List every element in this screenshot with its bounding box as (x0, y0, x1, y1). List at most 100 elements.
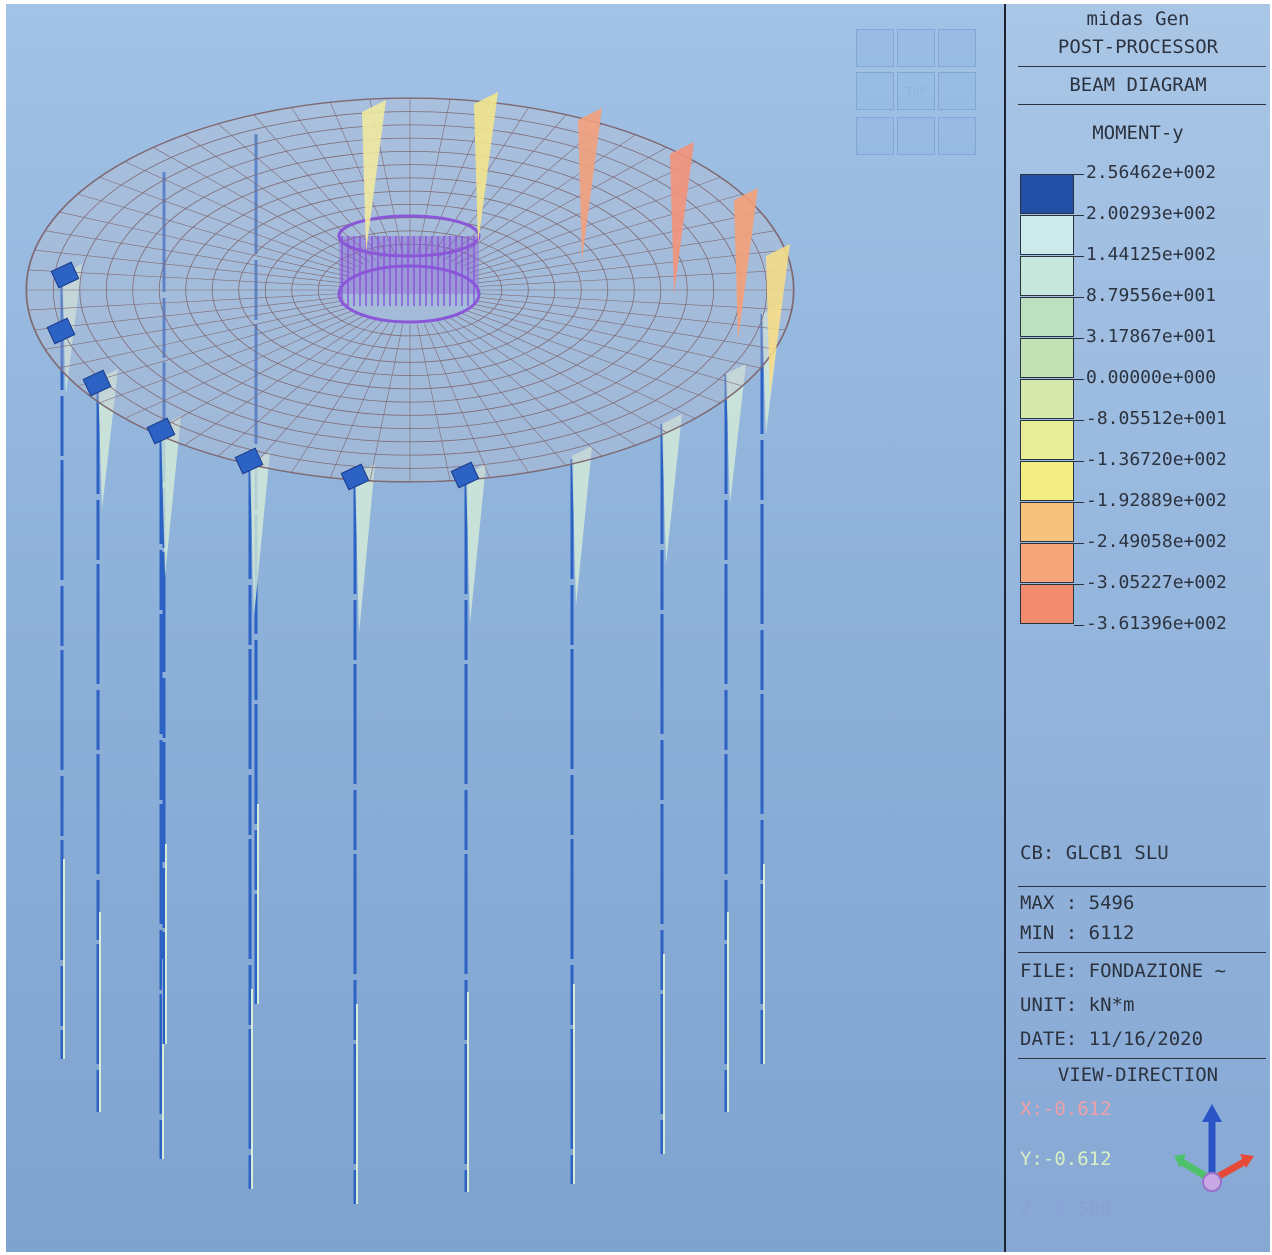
view-cube-icon[interactable]: TOP (846, 24, 986, 164)
view-cube-back[interactable] (897, 117, 935, 155)
mesh-radial (369, 324, 404, 482)
legend-swatch (1020, 215, 1074, 255)
mesh-radial (329, 323, 396, 478)
legend-label: -1.36720e+002 (1086, 449, 1227, 470)
mesh-radial (475, 300, 776, 350)
mesh-radial (291, 322, 389, 473)
view-direction-x: X:-0.612 (1020, 1098, 1112, 1120)
legend-label: -2.49058e+002 (1086, 531, 1227, 552)
mesh-radial (44, 230, 345, 280)
legend-label: 0.00000e+000 (1086, 367, 1217, 388)
mesh-radial (217, 123, 376, 261)
pile-head (146, 417, 176, 445)
mesh-radial (59, 303, 347, 369)
view-direction-y: Y:-0.612 (1020, 1148, 1112, 1170)
legend-tick (1074, 543, 1084, 544)
mesh-radial (77, 306, 351, 387)
model-viewport[interactable]: TOP (6, 4, 1004, 1252)
mode-title: POST-PROCESSOR (1057, 36, 1219, 58)
moment-wedge-back (578, 108, 602, 260)
date: DATE: 11/16/2020 (1020, 1028, 1204, 1050)
view-cube-front[interactable] (897, 29, 935, 67)
mesh-radial (291, 107, 389, 258)
moment-wedge (726, 364, 746, 504)
mesh-radial (475, 230, 776, 280)
legend-tick (1074, 379, 1084, 380)
legend-label: 2.56462e+002 (1086, 162, 1217, 183)
legend-tick (1074, 338, 1084, 339)
legend-tick (1074, 625, 1084, 626)
legend-swatch (1020, 420, 1074, 460)
mesh-radial (416, 324, 451, 482)
legend-swatch (1020, 461, 1074, 501)
mesh-radial (253, 321, 383, 466)
moment-wedge (98, 369, 118, 509)
mesh-radial (424, 323, 491, 478)
legend-tick (1074, 297, 1084, 298)
legend-label: 3.17867e+001 (1086, 326, 1217, 347)
mesh-radial (437, 114, 567, 259)
moment-wedge-back (362, 100, 386, 252)
legend-label: -8.05512e+001 (1086, 408, 1227, 429)
mesh-radial (450, 134, 636, 263)
moment-wedge-back (734, 188, 758, 340)
result-panel: midas Gen POST-PROCESSOR BEAM DIAGRAM MO… (1004, 4, 1270, 1252)
view-cube-top[interactable]: TOP (897, 72, 935, 110)
mesh-radial (253, 114, 383, 259)
component-title: MOMENT-y (1092, 122, 1184, 144)
legend-label: -3.61396e+002 (1086, 613, 1227, 634)
mesh-radial (469, 193, 743, 274)
mesh-radial (477, 296, 786, 331)
legend-tick (1074, 256, 1084, 257)
moment-wedge (355, 464, 375, 634)
legend-tick (1074, 584, 1084, 585)
mesh-radial (456, 147, 668, 265)
moment-wedge (572, 446, 592, 606)
view-direction-title: VIEW-DIRECTION (1057, 1064, 1219, 1086)
mesh-radial (44, 300, 345, 350)
pile-head (82, 369, 112, 397)
app-name: midas Gen (1086, 8, 1190, 30)
pile-head (46, 317, 76, 345)
mesh-radial (444, 123, 603, 261)
max-value: MAX : 5496 (1020, 892, 1135, 914)
divider (1018, 952, 1266, 953)
view-cube-front-right[interactable] (938, 29, 976, 67)
mesh-radial (152, 315, 364, 433)
pile-head (340, 463, 370, 491)
legend-tick (1074, 502, 1084, 503)
moment-wedge-back (670, 142, 694, 294)
moment-wedge (662, 414, 682, 564)
mesh-radial (431, 322, 529, 473)
legend-tick (1074, 174, 1084, 175)
mesh-radial (124, 312, 359, 419)
moment-wedge (161, 416, 181, 576)
pile-head (234, 447, 264, 475)
legend-tick (1074, 215, 1084, 216)
view-cube-right[interactable] (938, 72, 976, 110)
mesh-radial (184, 134, 370, 263)
legend-swatch (1020, 543, 1074, 583)
mesh-radial (473, 303, 761, 369)
view-cube-back-left[interactable] (856, 117, 894, 155)
view-cube-left[interactable] (856, 72, 894, 110)
mesh-radial (99, 176, 355, 270)
mesh-radial (469, 306, 743, 387)
mesh-radial (28, 269, 342, 287)
core-ring-bottom (337, 264, 481, 324)
view-cube-back-right[interactable] (938, 117, 976, 155)
legend-label: -3.05227e+002 (1086, 572, 1227, 593)
mesh-radial (152, 147, 364, 265)
legend-swatch (1020, 584, 1074, 624)
mesh-radial (473, 211, 761, 277)
legend-swatch (1020, 256, 1074, 296)
view-cube-front-left[interactable] (856, 29, 894, 67)
unit: UNIT: kN*m (1020, 994, 1135, 1016)
model-scene (25, 92, 795, 1204)
divider (1018, 1058, 1266, 1059)
divider (1018, 104, 1266, 105)
mesh-radial (34, 296, 343, 331)
mesh-radial (456, 315, 668, 433)
moment-wedge-back (474, 92, 498, 244)
legend-label: 2.00293e+002 (1086, 203, 1217, 224)
